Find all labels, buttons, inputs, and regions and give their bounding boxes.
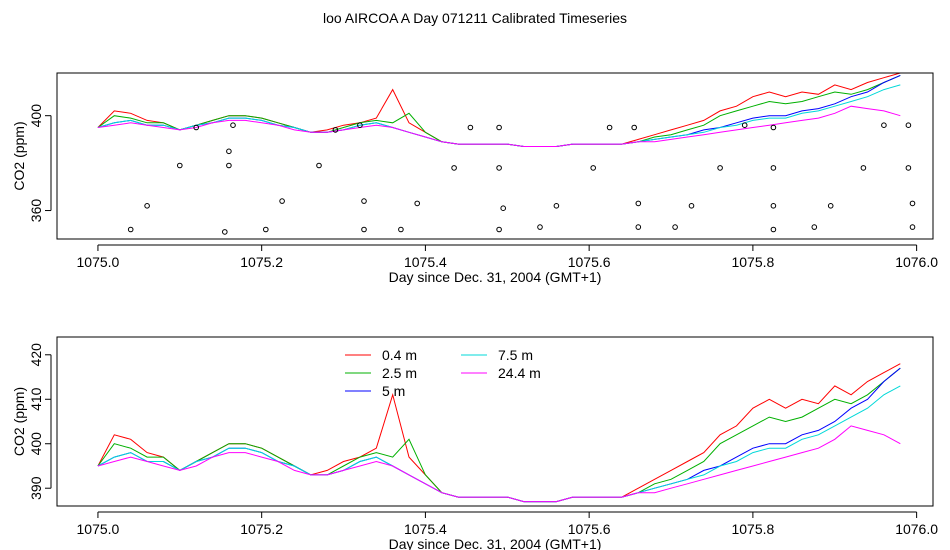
scatter-point <box>590 165 597 171</box>
scatter-point <box>905 165 912 171</box>
series-line-3 <box>97 367 901 503</box>
x-tick-label: 1076.0 <box>895 521 938 537</box>
x-axis-label: Day since Dec. 31, 2004 (GMT+1) <box>389 269 602 285</box>
x-tick-label: 1075.0 <box>77 254 120 270</box>
scatter-point <box>496 165 502 171</box>
y-tick-label: 400 <box>28 432 44 456</box>
series-line-2 <box>97 367 901 503</box>
scatter-point <box>635 224 642 230</box>
scatter-point <box>909 224 916 230</box>
scatter-point <box>398 226 404 233</box>
x-axis-label: Day since Dec. 31, 2004 (GMT+1) <box>389 536 602 550</box>
scatter-point <box>230 122 236 128</box>
scatter-point <box>905 122 912 128</box>
series-line-5 <box>97 425 901 503</box>
y-tick-label: 400 <box>28 104 44 128</box>
scatter-point <box>361 198 367 204</box>
scatter-point <box>177 162 183 169</box>
scatter-point <box>361 226 367 233</box>
scatter-point <box>717 165 723 171</box>
scatter-point <box>741 122 748 128</box>
scatter-point <box>909 200 916 207</box>
x-tick-label: 1076.0 <box>895 254 938 270</box>
scatter-point <box>467 124 474 131</box>
y-tick-label: 390 <box>28 476 44 500</box>
scatter-point <box>500 205 507 211</box>
scatter-point <box>827 203 834 209</box>
scatter-point <box>127 226 134 233</box>
scatter-point <box>860 165 867 171</box>
legend-label: 5 m <box>382 383 405 399</box>
scatter-point <box>631 124 638 131</box>
series-line-5 <box>97 105 901 147</box>
scatter-point <box>279 198 285 204</box>
scatter-point <box>881 122 887 128</box>
panel-1: 1075.0 1075.2 1075.4 1075.6 1075.8 1076.0 Day … <box>11 72 938 285</box>
x-tick-label: 1075.8 <box>731 254 774 270</box>
legend-label: 2.5 m <box>382 365 417 381</box>
x-tick-label: 1075.0 <box>77 521 120 537</box>
legend-label: 24.4 m <box>498 365 541 381</box>
scatter-point <box>226 148 232 155</box>
scatter-point <box>672 224 678 230</box>
scatter-point <box>316 162 322 169</box>
scatter-point <box>414 200 421 207</box>
scatter-point <box>263 226 269 233</box>
series-line-1 <box>97 363 901 503</box>
scatter-point <box>688 203 695 209</box>
y-tick-label: 360 <box>28 199 44 223</box>
y-tick-label: 410 <box>28 387 44 411</box>
y-axis-label: CO2 (ppm) <box>11 387 27 456</box>
x-tick-label: 1075.4 <box>404 521 447 537</box>
panel-2: 1075.0 1075.2 1075.4 1075.6 1075.8 1076.0 Day … <box>11 336 938 550</box>
scatter-point <box>770 226 777 233</box>
scatter-point <box>332 127 339 133</box>
scatter-point <box>537 224 543 230</box>
scatter-point <box>496 124 502 131</box>
scatter-point <box>635 200 642 207</box>
scatter-point <box>770 165 777 171</box>
scatter-point <box>553 203 560 209</box>
series-line-3 <box>97 74 901 147</box>
y-tick-label: 420 <box>28 343 44 367</box>
chart-title: loo AIRCOA A Day 071211 Calibrated Times… <box>322 10 627 26</box>
plot-frame <box>56 336 934 507</box>
x-tick-label: 1075.4 <box>404 254 447 270</box>
plot-frame <box>56 72 934 240</box>
x-tick-label: 1075.2 <box>240 254 283 270</box>
x-tick-label: 1075.6 <box>568 254 611 270</box>
scatter-point <box>770 124 777 131</box>
scatter-point <box>770 203 777 209</box>
scatter-point <box>193 124 199 131</box>
legend: 0.4 m 2.5 m 5 m 7.5 m 24.4 m <box>345 347 541 399</box>
x-tick-label: 1075.6 <box>568 521 611 537</box>
legend-label: 7.5 m <box>498 347 533 363</box>
scatter-point <box>222 229 228 235</box>
scatter-point <box>226 162 232 169</box>
y-axis-label: CO2 (ppm) <box>11 121 27 190</box>
x-tick-label: 1075.8 <box>731 521 774 537</box>
series-line-1 <box>97 72 901 147</box>
scatter-point <box>496 226 502 233</box>
scatter-point <box>811 224 818 230</box>
x-tick-label: 1075.2 <box>240 521 283 537</box>
scatter-point <box>606 124 613 131</box>
scatter-point <box>144 203 150 209</box>
series-line-2 <box>97 74 901 147</box>
legend-label: 0.4 m <box>382 347 417 363</box>
scatter-point <box>451 165 457 171</box>
scatter-point <box>357 122 363 128</box>
